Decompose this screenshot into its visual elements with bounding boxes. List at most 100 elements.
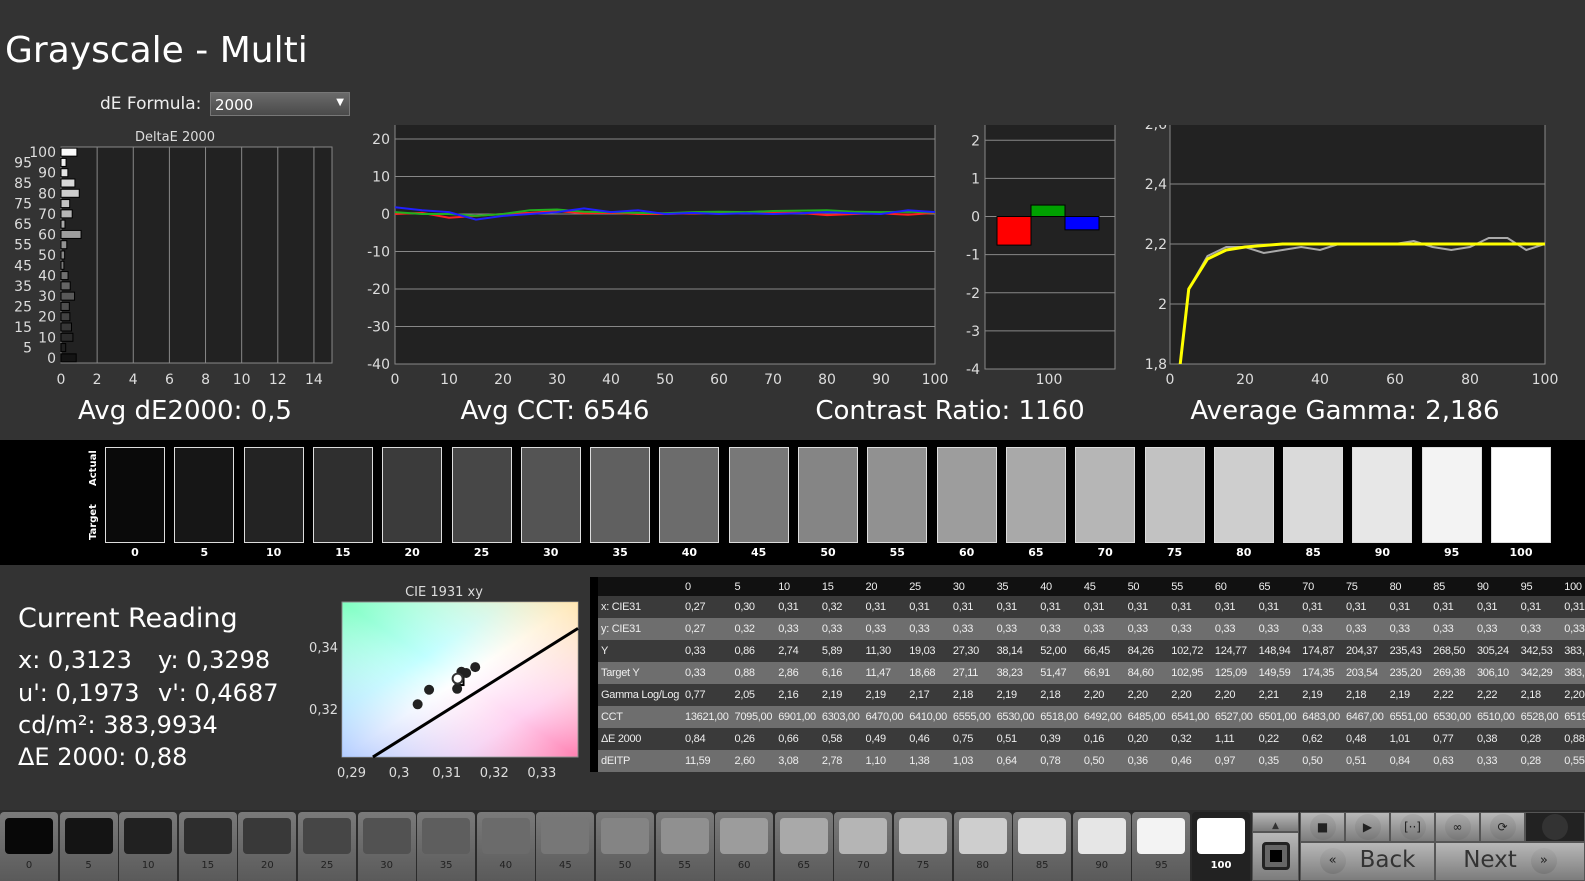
- level-swatch: [124, 818, 173, 854]
- swatch-label: 85: [1305, 546, 1321, 559]
- table-cell: 6555,00: [949, 706, 994, 728]
- y-tick-label: 1: [971, 171, 980, 187]
- level-button[interactable]: 70: [834, 812, 893, 881]
- level-button[interactable]: 65: [774, 812, 833, 881]
- swatch-label: 75: [1166, 546, 1183, 559]
- table-cell: 1,01: [1386, 728, 1431, 750]
- table-cell: 2,78: [818, 750, 863, 772]
- level-button[interactable]: 15: [178, 812, 237, 881]
- level-button[interactable]: 90: [1072, 812, 1131, 881]
- y-tick-label: 80: [38, 186, 56, 202]
- reading-v: v': 0,4687: [158, 679, 279, 707]
- y-tick-label: 20: [372, 132, 390, 148]
- level-button[interactable]: 20: [238, 812, 297, 881]
- row-label: y: CIE31: [598, 618, 683, 640]
- de-formula-select[interactable]: 2000 ▼: [210, 92, 350, 116]
- infinity-button[interactable]: ∞: [1435, 812, 1480, 842]
- x-tick-label: 80: [818, 372, 836, 388]
- table-row: Y 0,33 0,86 2,74 5,89 11,30 19,03 27,30 38,14 52,…: [598, 640, 1585, 662]
- y-tick-label: -1: [966, 248, 980, 264]
- grayscale-swatch: [1213, 447, 1274, 543]
- table-cell: 0,31: [1168, 596, 1212, 618]
- stop-button[interactable]: ■: [1300, 812, 1345, 842]
- stop-measure-button[interactable]: [1252, 832, 1299, 881]
- table-cell: 0,20: [1124, 728, 1169, 750]
- grayscale-swatch: [312, 447, 373, 543]
- table-cell: 2,74: [775, 640, 819, 662]
- delta-e-bar: [60, 199, 71, 209]
- table-cell: 0,35: [1255, 750, 1300, 772]
- level-button[interactable]: 40: [476, 812, 535, 881]
- contrast-stat: Contrast Ratio: 1160: [815, 396, 1085, 426]
- triangle-up-icon: ▲: [1272, 821, 1279, 831]
- level-button[interactable]: 50: [596, 812, 654, 881]
- y-tick-label: 50: [38, 248, 56, 264]
- table-cell: 235,20: [1386, 662, 1431, 684]
- table-cell: 269,38: [1430, 662, 1474, 684]
- row-label: Y: [598, 640, 683, 662]
- back-button[interactable]: « Back: [1300, 842, 1435, 881]
- level-button[interactable]: 35: [417, 812, 476, 881]
- y-tick-label: 40: [38, 269, 56, 285]
- reading-x: x: 0,3123: [18, 646, 132, 674]
- play-button[interactable]: ▶: [1345, 812, 1390, 842]
- grayscale-swatch: [520, 447, 581, 543]
- table-cell: 0,33: [1561, 618, 1585, 640]
- x-tick-label: 40: [1311, 372, 1329, 388]
- level-label: 10: [141, 860, 155, 871]
- level-label: 35: [439, 860, 453, 871]
- level-button[interactable]: 45: [536, 812, 595, 881]
- row-label: dEITP: [598, 750, 683, 772]
- x-tick-label: 2: [93, 372, 102, 388]
- next-button[interactable]: Next »: [1435, 842, 1585, 881]
- y-tick-label: 30: [38, 289, 56, 305]
- delta-e-bar: [60, 312, 71, 322]
- rgb-series-line: [394, 206, 936, 221]
- level-button[interactable]: 5: [59, 812, 118, 881]
- target-label: Target: [88, 504, 99, 540]
- y-tick-label: 0: [47, 351, 56, 367]
- grayscale-swatch: [1283, 447, 1344, 543]
- level-button[interactable]: 60: [715, 812, 774, 881]
- level-button[interactable]: 95: [1132, 812, 1191, 881]
- table-cell: 2,86: [775, 662, 819, 684]
- level-button[interactable]: 25: [298, 812, 356, 881]
- table-cell: 6485,00: [1124, 706, 1169, 728]
- level-button[interactable]: 0: [0, 812, 58, 881]
- header-cell: 80: [1386, 577, 1431, 596]
- header-cell: [598, 577, 683, 596]
- level-button[interactable]: 75: [894, 812, 952, 881]
- chart-title: CIE 1931 xy: [405, 585, 483, 600]
- level-button[interactable]: 80: [953, 812, 1012, 881]
- x-tick-label: 90: [872, 372, 890, 388]
- delta-e-bar: [60, 188, 80, 198]
- table-cell: 0,63: [1430, 750, 1474, 772]
- header-cell: 65: [1255, 577, 1300, 596]
- table-cell: 0,88: [1561, 728, 1585, 750]
- bracket-button[interactable]: [··]: [1390, 812, 1435, 842]
- measurement-point: [470, 662, 481, 673]
- x-tick-label: 6: [165, 372, 174, 388]
- level-button[interactable]: 85: [1013, 812, 1072, 881]
- swatch-label: 5: [200, 546, 209, 559]
- rgb-balance-bar: [1030, 204, 1066, 217]
- level-button[interactable]: 30: [357, 812, 416, 881]
- table-cell: 0,46: [1168, 750, 1212, 772]
- table-cell: 2,20: [1211, 684, 1256, 706]
- table-cell: 0,33: [1080, 618, 1125, 640]
- page-title: Grayscale - Multi: [5, 30, 308, 71]
- level-button[interactable]: 100: [1192, 812, 1250, 881]
- refresh-button[interactable]: ⟳: [1480, 812, 1525, 842]
- level-label: 95: [1155, 860, 1168, 871]
- x-tick-label: 50: [656, 372, 674, 388]
- x-tick-label: 0,3: [389, 766, 410, 781]
- table-cell: 0,55: [1561, 750, 1585, 772]
- scroll-up-button[interactable]: ▲: [1252, 812, 1299, 832]
- table-cell: 2,17: [906, 684, 950, 706]
- level-button[interactable]: 55: [655, 812, 714, 881]
- swatch-label: 45: [751, 546, 767, 559]
- level-button[interactable]: 10: [119, 812, 178, 881]
- table-cell: 6530,00: [993, 706, 1038, 728]
- level-swatch: [779, 818, 828, 854]
- table-cell: 5,89: [818, 640, 863, 662]
